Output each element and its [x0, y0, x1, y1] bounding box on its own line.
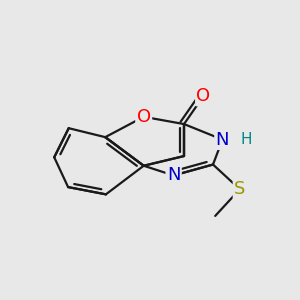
Text: N: N	[167, 167, 180, 184]
Text: O: O	[136, 108, 151, 126]
Text: S: S	[234, 180, 245, 198]
Text: H: H	[241, 132, 253, 147]
Text: N: N	[216, 130, 229, 148]
Text: O: O	[196, 87, 211, 105]
Text: N: N	[216, 130, 229, 148]
